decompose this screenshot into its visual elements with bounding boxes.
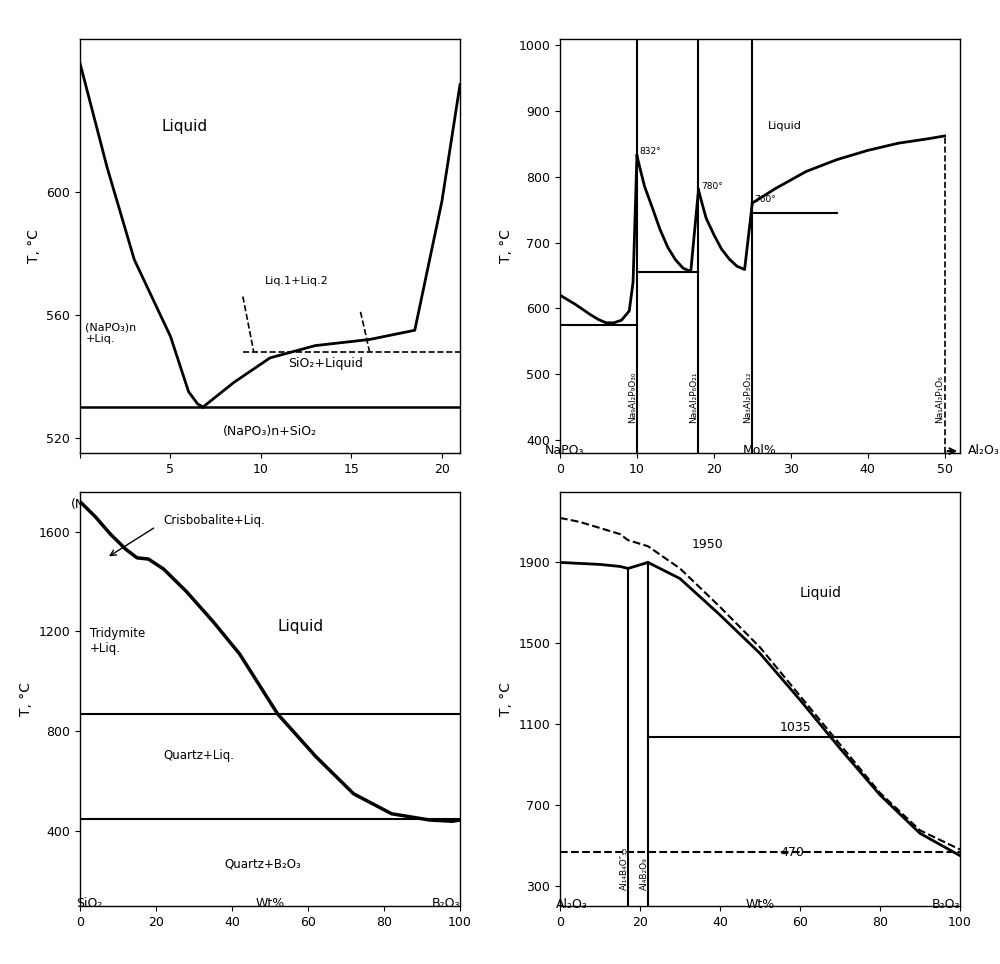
- Text: Na₁Al₂P₁O₆: Na₁Al₂P₁O₆: [936, 376, 945, 423]
- Y-axis label: T, °C: T, °C: [27, 228, 41, 263]
- Text: Liquid: Liquid: [161, 119, 208, 134]
- Text: Wt%: Wt%: [255, 498, 285, 511]
- Y-axis label: T, °C: T, °C: [19, 682, 33, 716]
- Text: Wt%: Wt%: [745, 898, 775, 911]
- Text: Mol%: Mol%: [743, 444, 777, 457]
- Text: 470: 470: [780, 845, 804, 859]
- Text: Liquid: Liquid: [768, 120, 802, 131]
- Y-axis label: T, °C: T, °C: [499, 682, 513, 716]
- Text: Na₉Al₂P₉O₃₀: Na₉Al₂P₉O₃₀: [628, 372, 637, 423]
- Text: Liquid: Liquid: [800, 586, 842, 600]
- Text: 832°: 832°: [639, 147, 661, 156]
- Text: Al₄B₂O₉: Al₄B₂O₉: [640, 857, 648, 890]
- Text: SiO₂: SiO₂: [434, 498, 460, 511]
- Text: NaPO₃: NaPO₃: [545, 444, 584, 457]
- Text: Quartz+Liq.: Quartz+Liq.: [164, 749, 235, 762]
- Text: (NaPO₃)n+SiO₂: (NaPO₃)n+SiO₂: [223, 425, 317, 438]
- Text: B₂O₃: B₂O₃: [432, 897, 460, 910]
- Text: (NaPO₃)n
+Liq.: (NaPO₃)n +Liq.: [85, 323, 137, 344]
- Text: Al₂O₃: Al₂O₃: [556, 898, 588, 911]
- Text: Na₆Al₂P₆O₂₁: Na₆Al₂P₆O₂₁: [689, 372, 698, 423]
- Text: Liq.1+Liq.2: Liq.1+Liq.2: [265, 277, 328, 286]
- Text: Crisbobalite+Liq.: Crisbobalite+Liq.: [164, 514, 265, 527]
- Text: 780°: 780°: [701, 181, 723, 191]
- Y-axis label: T, °C: T, °C: [499, 228, 513, 263]
- Text: Tridymite
+Liq.: Tridymite +Liq.: [90, 628, 145, 656]
- Text: 1950: 1950: [692, 538, 724, 551]
- Text: B₂O₃: B₂O₃: [932, 898, 960, 911]
- Text: Al₁₄B₄O″₃₃: Al₁₄B₄O″₃₃: [620, 846, 629, 890]
- Text: 1035: 1035: [780, 721, 812, 735]
- Text: (NaPO₃)n: (NaPO₃)n: [71, 498, 128, 511]
- Text: Al₂O₃: Al₂O₃: [968, 444, 1000, 457]
- Text: SiO₂: SiO₂: [76, 897, 103, 910]
- Text: SiO₂+Liquid: SiO₂+Liquid: [288, 357, 363, 370]
- Text: Liquid: Liquid: [278, 620, 324, 634]
- Text: Wt%: Wt%: [255, 897, 285, 910]
- Text: Na₃Al₂P₃O₁₂: Na₃Al₂P₃O₁₂: [743, 372, 752, 423]
- Text: 760°: 760°: [755, 195, 776, 203]
- Text: Quartz+B₂O₃: Quartz+B₂O₃: [224, 857, 301, 870]
